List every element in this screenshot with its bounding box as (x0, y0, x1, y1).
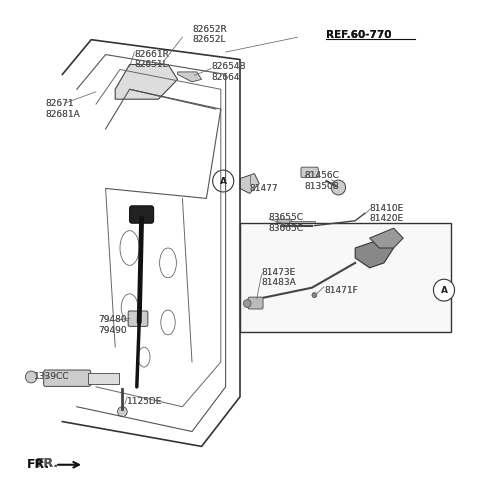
Text: 1339CC: 1339CC (34, 372, 69, 381)
Text: A: A (441, 286, 447, 295)
Text: 81456C
81350B: 81456C 81350B (305, 171, 340, 191)
Text: 1125DE: 1125DE (127, 397, 163, 406)
Circle shape (25, 371, 37, 383)
FancyBboxPatch shape (289, 221, 315, 231)
Text: 1339CC: 1339CC (34, 372, 69, 381)
Text: 81473E
81483A: 81473E 81483A (262, 268, 296, 288)
Circle shape (331, 180, 346, 195)
FancyBboxPatch shape (44, 370, 91, 386)
Polygon shape (240, 174, 259, 193)
FancyBboxPatch shape (88, 373, 119, 384)
Text: 82652R
82652L: 82652R 82652L (192, 25, 227, 45)
Text: 81471F: 81471F (324, 286, 358, 295)
Text: REF.60-770: REF.60-770 (326, 30, 392, 40)
Text: 82671
82681A: 82671 82681A (46, 99, 80, 119)
Text: FR.: FR. (36, 457, 59, 470)
Text: FR.: FR. (26, 458, 49, 471)
Text: 83655C
83665C: 83655C 83665C (269, 213, 304, 233)
Text: FR.: FR. (36, 457, 59, 470)
Text: 83655C
83665C: 83655C 83665C (269, 213, 304, 233)
FancyBboxPatch shape (128, 311, 148, 326)
Text: 81456C
81350B: 81456C 81350B (305, 171, 340, 191)
Text: 81410E
81420E: 81410E 81420E (370, 203, 404, 223)
FancyBboxPatch shape (248, 297, 263, 309)
FancyBboxPatch shape (240, 223, 451, 332)
Text: 82661R
82651L: 82661R 82651L (134, 50, 169, 69)
Text: 82652R
82652L: 82652R 82652L (192, 25, 227, 45)
Text: 82661R
82651L: 82661R 82651L (134, 50, 169, 69)
Polygon shape (115, 64, 178, 99)
Circle shape (118, 407, 127, 417)
FancyBboxPatch shape (277, 219, 292, 232)
Text: 81473E
81483A: 81473E 81483A (262, 268, 296, 288)
Text: 82654B
82664: 82654B 82664 (211, 62, 246, 82)
Polygon shape (370, 228, 403, 248)
FancyBboxPatch shape (130, 206, 154, 223)
Text: REF.60-770: REF.60-770 (326, 30, 392, 40)
Text: 82671
82681A: 82671 82681A (46, 99, 80, 119)
Text: 1125DE: 1125DE (127, 397, 163, 406)
Text: A: A (220, 177, 227, 186)
FancyBboxPatch shape (301, 167, 318, 178)
Text: 79480
79490: 79480 79490 (98, 315, 127, 335)
Circle shape (243, 300, 251, 308)
Circle shape (213, 170, 234, 192)
Text: 79480
79490: 79480 79490 (98, 315, 127, 335)
Text: 82654B
82664: 82654B 82664 (211, 62, 246, 82)
Text: 81477: 81477 (250, 184, 278, 193)
Polygon shape (178, 72, 202, 82)
Text: 81477: 81477 (250, 184, 278, 193)
Circle shape (433, 279, 455, 301)
Text: REF.60-770: REF.60-770 (326, 30, 392, 40)
Circle shape (312, 293, 317, 298)
Text: 81471F: 81471F (324, 286, 358, 295)
Text: 81410E
81420E: 81410E 81420E (370, 203, 404, 223)
Polygon shape (355, 238, 394, 268)
